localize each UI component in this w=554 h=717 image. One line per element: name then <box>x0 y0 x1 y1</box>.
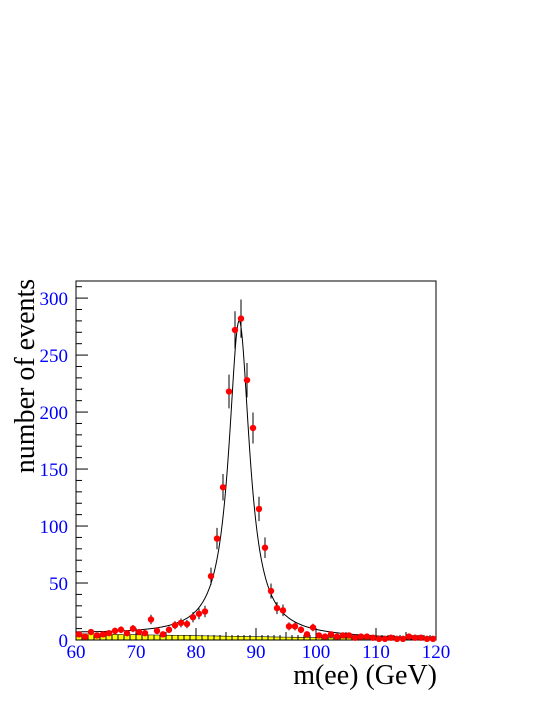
data-point <box>273 604 281 612</box>
data-point <box>225 388 233 395</box>
y-tick-label: 200 <box>40 403 69 424</box>
data-point <box>111 627 119 635</box>
y-tick-label: 300 <box>40 289 69 310</box>
data-point <box>141 629 149 637</box>
data-point <box>201 608 209 615</box>
plot-frame <box>75 280 437 641</box>
data-point <box>261 544 269 551</box>
data-point <box>81 633 89 640</box>
data-point <box>309 624 317 631</box>
data-point <box>243 376 251 384</box>
y-axis-title: number of events <box>10 279 41 473</box>
tick-labels-layer: 60 70 80 90 100 110 120 0 50 100 150 200 250 300 <box>40 289 451 663</box>
x-tick-label: 80 <box>187 642 206 663</box>
data-point <box>369 634 377 641</box>
data-point <box>165 626 173 633</box>
data-point <box>195 610 203 617</box>
data-point <box>147 616 155 623</box>
data-point <box>177 619 185 627</box>
axis-ticks-layer <box>75 286 437 641</box>
data-point <box>231 326 239 334</box>
data-point <box>249 424 257 432</box>
x-axis-title: m(ee) (GeV) <box>293 660 437 691</box>
data-point <box>291 623 299 630</box>
data-point <box>99 631 107 638</box>
data-point <box>345 632 353 639</box>
data-point <box>417 634 425 641</box>
data-point <box>189 614 197 621</box>
data-point <box>171 621 179 629</box>
data-point <box>303 631 311 638</box>
data-point <box>213 535 221 542</box>
data-point <box>405 633 413 640</box>
x-tick-label: 100 <box>302 642 331 663</box>
data-point <box>321 633 329 640</box>
data-point <box>387 634 395 641</box>
data-point <box>123 629 131 637</box>
data-point <box>87 628 95 636</box>
data-point <box>159 631 167 638</box>
data-point <box>423 635 431 643</box>
x-tick-label: 60 <box>67 642 86 663</box>
data-point <box>255 505 263 513</box>
error-bars-layer <box>78 299 434 640</box>
fit-curve-layer <box>76 319 437 639</box>
data-point <box>153 627 161 635</box>
data-point <box>75 631 83 638</box>
data-point <box>237 315 245 322</box>
data-point <box>363 633 371 640</box>
data-point <box>135 628 143 636</box>
y-tick-label: 0 <box>59 631 69 652</box>
data-point <box>117 626 125 633</box>
data-point <box>333 633 341 640</box>
data-point <box>327 631 335 638</box>
data-point <box>315 632 323 639</box>
x-tick-label: 70 <box>127 642 146 663</box>
data-point <box>357 633 365 640</box>
data-point <box>129 625 137 632</box>
data-point <box>393 635 401 643</box>
data-point <box>339 632 347 639</box>
y-tick-label: 100 <box>40 517 69 538</box>
data-point <box>219 484 227 491</box>
data-point <box>105 629 113 637</box>
y-tick-label: 50 <box>49 574 68 595</box>
data-point <box>381 635 389 643</box>
data-point <box>411 634 419 641</box>
data-point <box>399 635 407 643</box>
y-tick-label: 150 <box>40 460 69 481</box>
data-point <box>279 607 287 614</box>
data-point <box>93 632 101 639</box>
x-tick-label: 120 <box>422 642 451 663</box>
data-point <box>351 634 359 641</box>
data-point <box>183 620 191 628</box>
plot-frame-layer <box>75 280 437 641</box>
data-point <box>297 626 305 633</box>
x-tick-label: 110 <box>362 642 390 663</box>
data-point <box>285 623 293 630</box>
data-point <box>207 572 215 580</box>
data-point <box>375 635 383 643</box>
data-point <box>267 587 275 595</box>
data-point <box>429 635 437 643</box>
x-tick-label: 90 <box>247 642 266 663</box>
data-points-layer <box>75 315 437 643</box>
y-tick-label: 250 <box>40 346 69 367</box>
fit-curve <box>76 319 437 639</box>
